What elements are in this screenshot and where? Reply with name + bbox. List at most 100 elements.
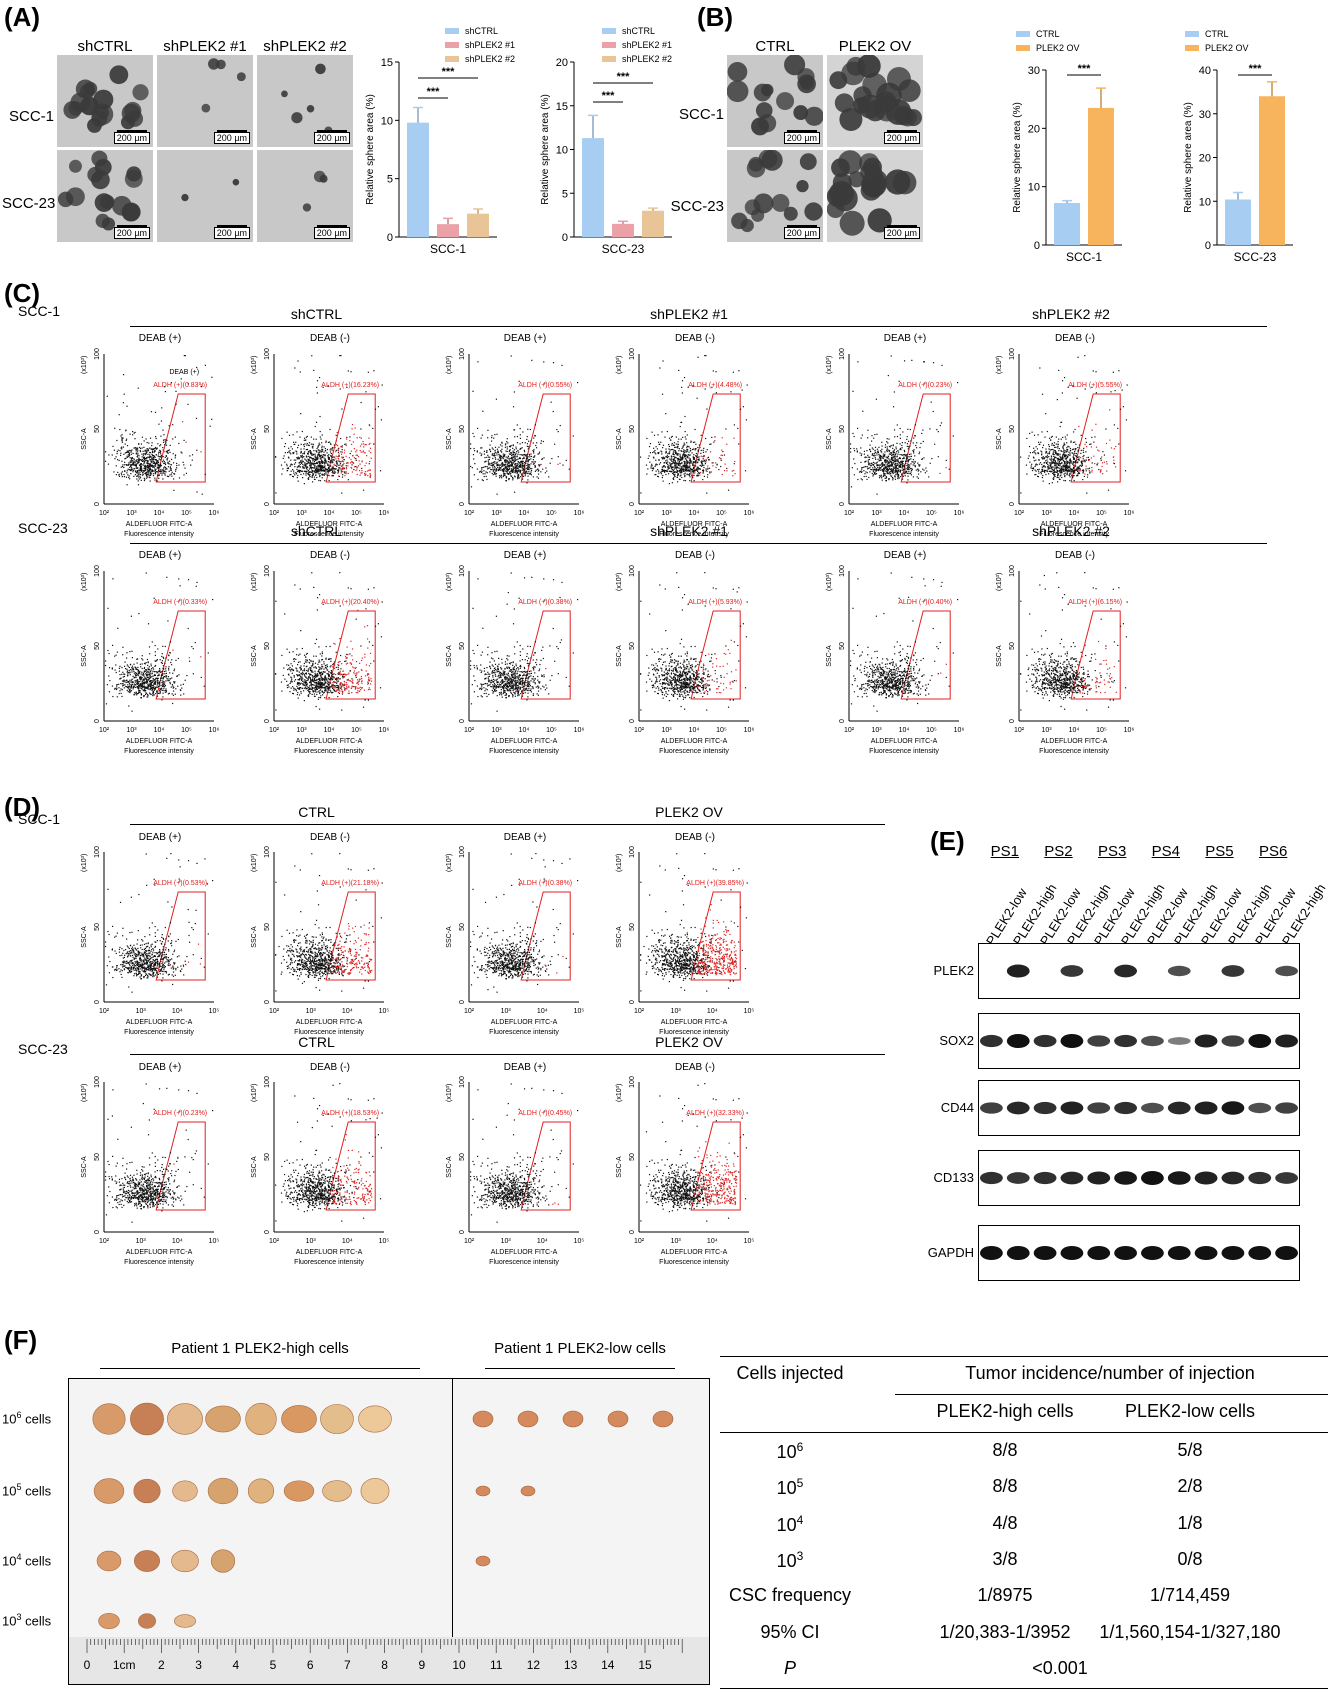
- table-p-label: P: [783, 1658, 796, 1678]
- y-tick-label: 0: [629, 1000, 636, 1004]
- blot-band: [1060, 1101, 1084, 1115]
- deab-label: DEAB (-): [1055, 333, 1095, 344]
- x-tick-label: 10⁵: [744, 1238, 755, 1245]
- group-rule: [493, 543, 885, 544]
- tumor: [172, 1480, 198, 1502]
- deab-label: DEAB (-): [675, 550, 715, 561]
- table-cell-low: 0/8: [1177, 1549, 1203, 1569]
- x-tick-label: 10³: [671, 1238, 682, 1245]
- blot-label: GAPDH: [927, 1245, 974, 1260]
- sphere: [829, 71, 848, 90]
- column-label: shPLEK2 #2: [263, 38, 347, 55]
- panel-label-c: (C): [4, 278, 41, 308]
- dose-exponent: 3: [796, 1549, 804, 1563]
- sphere: [892, 170, 917, 195]
- x-tick-label: 10³: [136, 1238, 147, 1245]
- bar: [1088, 107, 1114, 246]
- sphere: [827, 200, 845, 219]
- blot-strip: [978, 1013, 1300, 1069]
- blot-band: [980, 1171, 1003, 1185]
- event-cloud: [275, 355, 383, 494]
- legend-entry: PLEK2 OV: [1205, 43, 1249, 53]
- blot-band: [1221, 1101, 1245, 1115]
- table-cell-low: 5/8: [1177, 1440, 1203, 1460]
- legend-entry: shPLEK2 #1: [465, 40, 515, 50]
- bar: [1054, 203, 1080, 245]
- scale-bar: 200 µm: [313, 130, 350, 144]
- sphere: [201, 103, 211, 113]
- sphere: [95, 213, 110, 228]
- blot-band: [1221, 1171, 1245, 1185]
- sphere: [804, 202, 823, 221]
- x-tick-label: 10²: [464, 1238, 475, 1245]
- ruler-label: 6: [307, 1658, 314, 1672]
- blot-band: [1221, 1246, 1245, 1260]
- blot-band: [1033, 1171, 1057, 1185]
- y-tick-label: 0: [839, 502, 846, 506]
- y-tick-label: 50: [459, 1153, 466, 1161]
- x-category-label: SCC-23: [602, 242, 645, 256]
- group-rule: [493, 824, 885, 825]
- table-row-label: 95% CI: [760, 1622, 820, 1642]
- y-tick-label: 100: [839, 348, 846, 360]
- deab-label: DEAB (+): [503, 550, 547, 561]
- deab-label: DEAB (+): [503, 1062, 547, 1073]
- y-tick-label: 100: [94, 846, 101, 858]
- y-tick-label: 50: [629, 923, 636, 931]
- x-tick-label: 10⁴: [519, 510, 530, 517]
- y-tick-label: 100: [264, 846, 271, 858]
- patient-group-label: PS5: [1205, 843, 1234, 860]
- table-cell-high: 1/20,383-1/3952: [939, 1622, 1071, 1642]
- table-cell-high: 8/8: [992, 1476, 1018, 1496]
- photo-title-rule: [100, 1368, 420, 1369]
- y-tick-label: 100: [264, 348, 271, 360]
- x-axis-label: ALDEFLUOR FITC-A: [491, 1019, 558, 1026]
- x-tick-label: 10²: [634, 1008, 645, 1015]
- blot-band: [1087, 1035, 1111, 1047]
- sphere: [68, 159, 82, 173]
- y-tick-label: 50: [629, 642, 636, 650]
- tumor: [520, 1485, 536, 1497]
- blot-band: [1087, 1246, 1111, 1260]
- blot-band: [1275, 1034, 1298, 1048]
- blot-band: [1033, 1034, 1057, 1048]
- y-tick-label: 15: [556, 101, 568, 113]
- bar: [612, 223, 634, 237]
- x-axis-label-2: Fluorescence intensity: [489, 1029, 559, 1036]
- legend-entry: PLEK2 OV: [1036, 43, 1080, 53]
- x-tick-label: 10⁵: [351, 510, 362, 517]
- y-axis-label: SSC-A: [251, 428, 258, 450]
- deab-label: DEAB (-): [1055, 550, 1095, 561]
- scale-bar: 200 µm: [213, 130, 250, 144]
- ruler-label: 12: [527, 1658, 541, 1672]
- y-axis-label: SSC-A: [251, 926, 258, 948]
- tumor: [138, 1613, 156, 1629]
- significance-stars: ***: [427, 86, 441, 98]
- flow-plot: (x10³) SSC-A 0 50 100 10² 10³ 10⁴ 10⁵ 10⁶ ALDEFLUO…: [251, 565, 389, 755]
- x-tick-label: 10³: [296, 727, 307, 734]
- sphere: [867, 208, 892, 233]
- x-tick-label: 10⁵: [181, 510, 192, 517]
- micrograph: 200 µm: [157, 150, 253, 242]
- x-tick-label: 10⁴: [342, 1238, 353, 1245]
- x-tick-label: 10⁴: [154, 727, 165, 734]
- y-tick-label: 10: [381, 115, 393, 127]
- gate-percentage: ALDH (+)(6.15%): [1068, 599, 1122, 606]
- y-scale-label: (x10³): [446, 356, 453, 374]
- blot-strip: [978, 943, 1300, 999]
- x-tick-label: 10²: [1014, 727, 1025, 734]
- x-tick-label: 10⁵: [181, 727, 192, 734]
- x-axis-label-2: Fluorescence intensity: [489, 748, 559, 755]
- gate-percentage: ALDH (+)(0.45%): [518, 1110, 572, 1117]
- dose-exponent: 5: [16, 1482, 22, 1492]
- micrograph: 200 µm: [57, 55, 153, 147]
- y-axis-label: SSC-A: [446, 1156, 453, 1178]
- sphere: [208, 58, 220, 70]
- table-cell-high: 8/8: [992, 1440, 1018, 1460]
- y-tick-label: 50: [839, 425, 846, 433]
- y-tick-label: 0: [562, 232, 568, 244]
- panel-label-f: (F): [4, 1325, 38, 1355]
- y-scale-label: (x10³): [996, 573, 1003, 591]
- gate-percentage: ALDH (+)(0.83%): [153, 382, 207, 389]
- blot-band: [1167, 965, 1191, 977]
